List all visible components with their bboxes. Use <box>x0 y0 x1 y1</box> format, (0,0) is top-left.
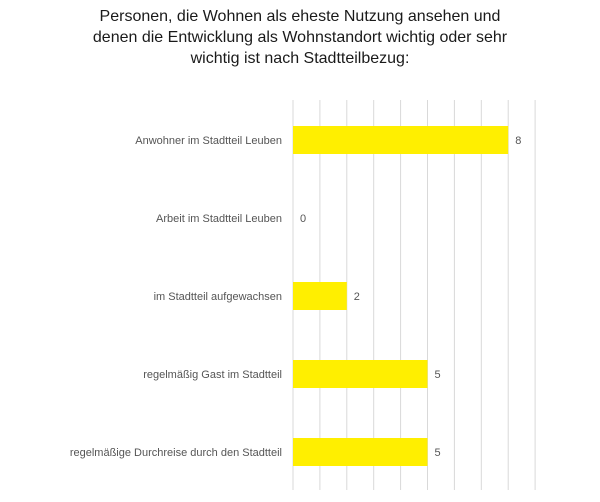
value-label-4: 5 <box>435 447 441 459</box>
chart-title-line-2: denen die Entwicklung als Wohnstandort w… <box>92 29 508 46</box>
chart-title-line-1: Personen, die Wohnen als eheste Nutzung … <box>99 8 501 25</box>
bar-3 <box>293 360 428 388</box>
category-label-2: im Stadtteil aufgewachsen <box>154 291 282 303</box>
value-label-2: 2 <box>354 291 360 303</box>
category-labels: Anwohner im Stadtteil Leuben Arbeit im St… <box>70 135 282 459</box>
bar-2 <box>293 282 347 310</box>
category-label-0: Anwohner im Stadtteil Leuben <box>135 135 282 147</box>
chart-title-line-3: wichtig ist nach Stadtteilbezug: <box>190 50 410 67</box>
value-label-1: 0 <box>300 213 306 225</box>
value-labels: 8 0 2 5 5 <box>300 135 521 459</box>
bar-4 <box>293 438 428 466</box>
category-label-3: regelmäßig Gast im Stadtteil <box>143 369 282 381</box>
chart-title: Personen, die Wohnen als eheste Nutzung … <box>0 6 600 69</box>
value-label-3: 5 <box>435 369 441 381</box>
category-label-1: Arbeit im Stadtteil Leuben <box>156 213 282 225</box>
bar-0 <box>293 126 509 154</box>
category-label-4: regelmäßige Durchreise durch den Stadtte… <box>70 447 282 459</box>
value-label-0: 8 <box>515 135 521 147</box>
bars <box>293 126 509 466</box>
